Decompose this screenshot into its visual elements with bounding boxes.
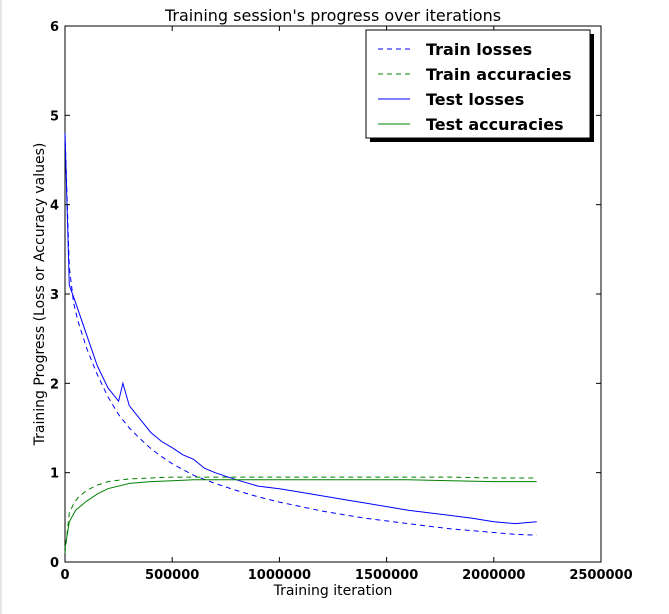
x-tick-label: 0	[60, 568, 69, 583]
y-tick-label: 6	[50, 20, 59, 35]
x-tick-label: 1500000	[355, 568, 418, 583]
y-tick-label: 3	[50, 288, 59, 303]
x-tick-label: 500000	[145, 568, 199, 583]
y-tick-label: 1	[50, 467, 59, 482]
x-tick-label: 1000000	[248, 568, 311, 583]
legend-label: Train losses	[426, 40, 532, 59]
x-axis-title: Training iteration	[273, 583, 393, 599]
y-tick-label: 5	[50, 109, 59, 124]
series-line-test-accuracies	[64, 479, 537, 549]
legend-label: Test losses	[426, 90, 524, 109]
x-tick-label: 2000000	[462, 568, 525, 583]
series-line-train-losses	[64, 133, 537, 536]
frame-edge	[0, 0, 2, 614]
x-tick-label: 2500000	[569, 568, 632, 583]
legend-label: Train accuracies	[426, 65, 571, 84]
ticks-layer: 0 500000 1000000 1500000 2000000 2500000 0 1 2 3 4…	[50, 20, 633, 583]
chart-title: Training session's progress over iterati…	[164, 6, 501, 25]
series-line-test-losses	[64, 133, 537, 525]
y-tick-label: 0	[50, 556, 59, 571]
y-tick-label: 4	[50, 199, 59, 214]
series-line-train-accuracies	[64, 476, 537, 554]
y-tick-label: 2	[50, 377, 59, 392]
legend-box	[365, 29, 591, 139]
legend: Train losses Train accuracies Test losses T…	[365, 29, 594, 142]
legend-label: Test accuracies	[426, 115, 564, 134]
series-layer	[64, 133, 537, 554]
y-axis-title: Training Progress (Loss or Accuracy valu…	[32, 143, 48, 447]
